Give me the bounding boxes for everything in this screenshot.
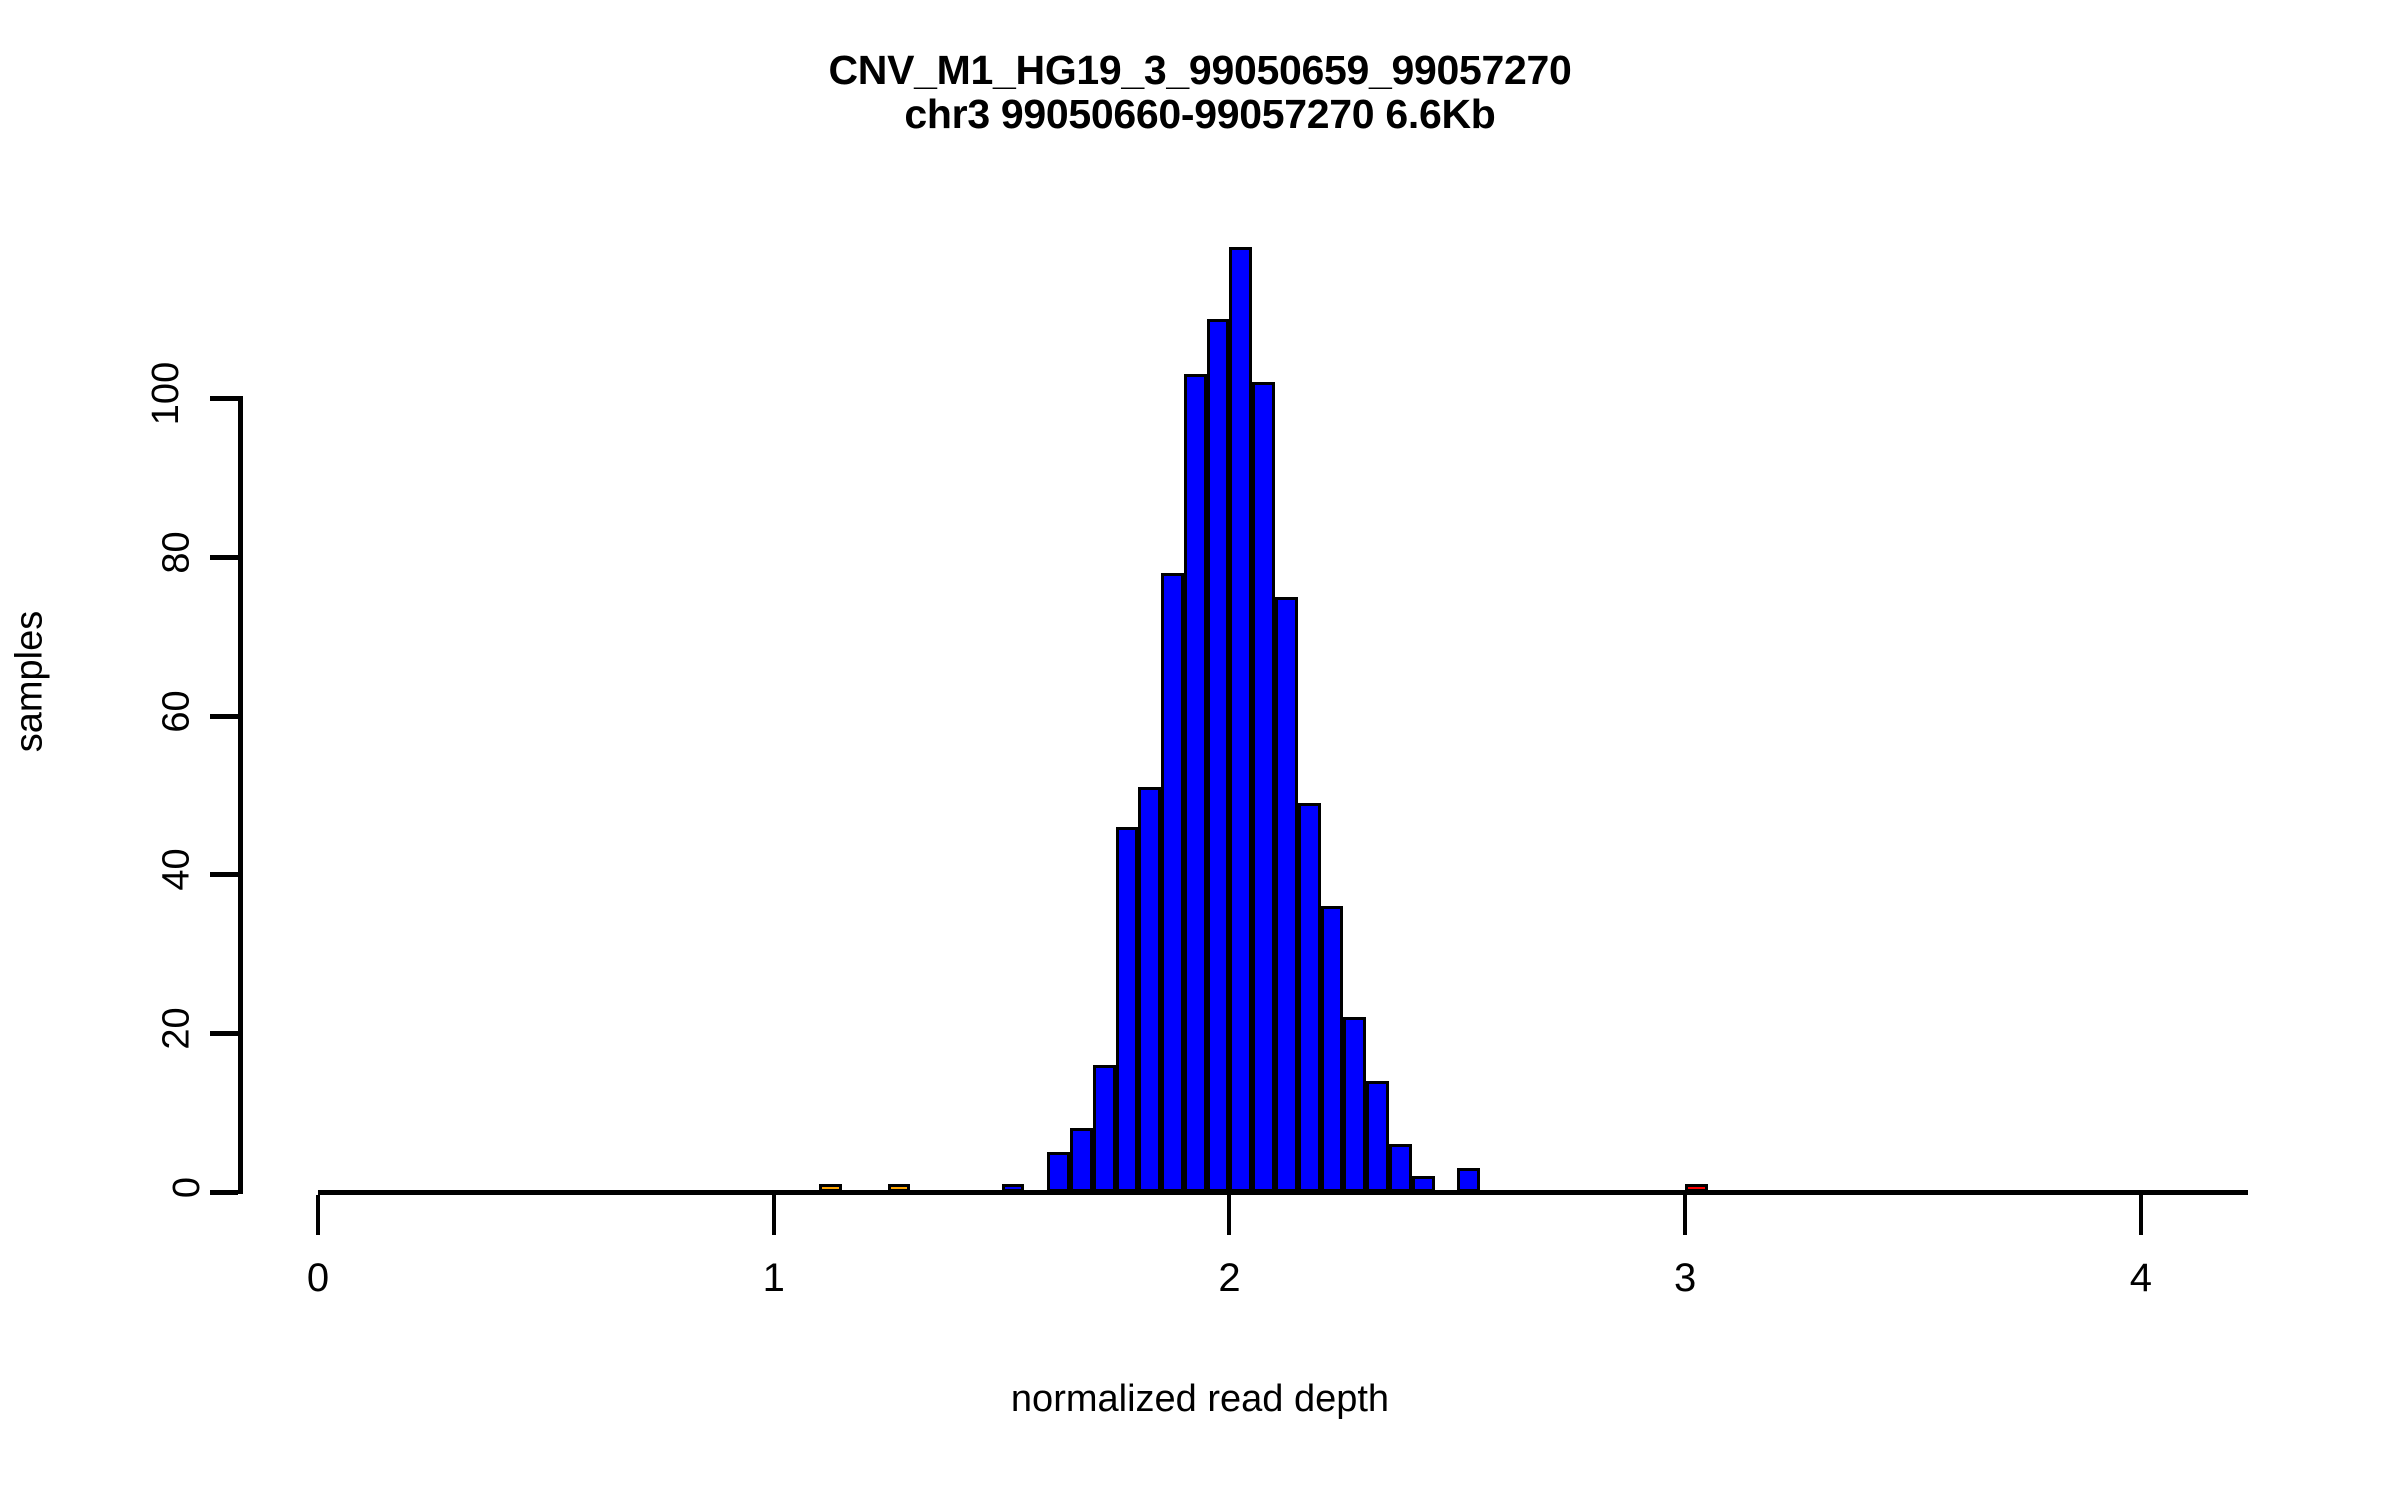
histogram-bar <box>1069 1128 1093 1192</box>
y-axis-tick <box>210 872 238 878</box>
x-axis-tick <box>771 1195 776 1235</box>
histogram-bar <box>1366 1080 1389 1192</box>
x-axis-tick <box>2138 1195 2143 1235</box>
y-axis-tick <box>210 396 238 401</box>
x-axis-tick-label: 3 <box>1674 1256 1697 1300</box>
histogram-bar <box>1388 1144 1412 1192</box>
x-axis-title: normalized read depth <box>1010 1378 1390 1420</box>
chart-title-line-2: chr3 99050660-99057270 6.6Kb <box>904 91 1496 138</box>
histogram-bar <box>819 1184 843 1192</box>
y-axis-title: samples <box>8 610 51 753</box>
x-axis-tick-label: 0 <box>306 1256 330 1300</box>
chart-title-line-1: CNV_M1_HG19_3_99050659_99057270 <box>828 47 1572 93</box>
x-axis-line <box>318 1190 2248 1195</box>
histogram-bar <box>1229 247 1253 1192</box>
y-axis-tick <box>210 1190 238 1195</box>
histogram-bar <box>1411 1176 1435 1192</box>
histogram-bar <box>1115 826 1139 1192</box>
histogram-bar <box>1252 382 1276 1192</box>
histogram-bar <box>1343 1017 1367 1192</box>
x-axis-tick-label: 4 <box>2129 1256 2153 1300</box>
y-axis-line <box>238 396 243 1194</box>
histogram-bar <box>887 1184 911 1192</box>
histogram-bar <box>1685 1184 1708 1192</box>
histogram-bar <box>1183 374 1207 1192</box>
y-axis-tick <box>210 554 238 560</box>
histogram-bar <box>1206 318 1230 1192</box>
histogram-bar <box>1092 1064 1116 1192</box>
y-axis-tick <box>210 713 238 719</box>
x-axis-tick-label: 2 <box>1218 1256 1241 1300</box>
x-axis-tick-label: 1 <box>762 1256 785 1300</box>
chart-title: CNV_M1_HG19_3_99050659_99057270 chr3 990… <box>0 48 2400 137</box>
histogram-bar <box>1320 906 1344 1192</box>
histogram-bar <box>1297 802 1321 1192</box>
x-axis-tick <box>316 1195 320 1235</box>
histogram-bar <box>1001 1184 1025 1192</box>
histogram-bar <box>1457 1168 1481 1192</box>
x-axis-tick <box>1683 1195 1688 1235</box>
histogram-bar <box>1047 1152 1070 1192</box>
y-axis-tick <box>210 1031 238 1037</box>
x-axis-tick <box>1227 1195 1232 1235</box>
histogram-bar <box>1275 596 1298 1192</box>
histogram-bar <box>1161 572 1184 1192</box>
histogram-bars <box>819 247 1708 1192</box>
histogram-bar <box>1138 787 1162 1192</box>
